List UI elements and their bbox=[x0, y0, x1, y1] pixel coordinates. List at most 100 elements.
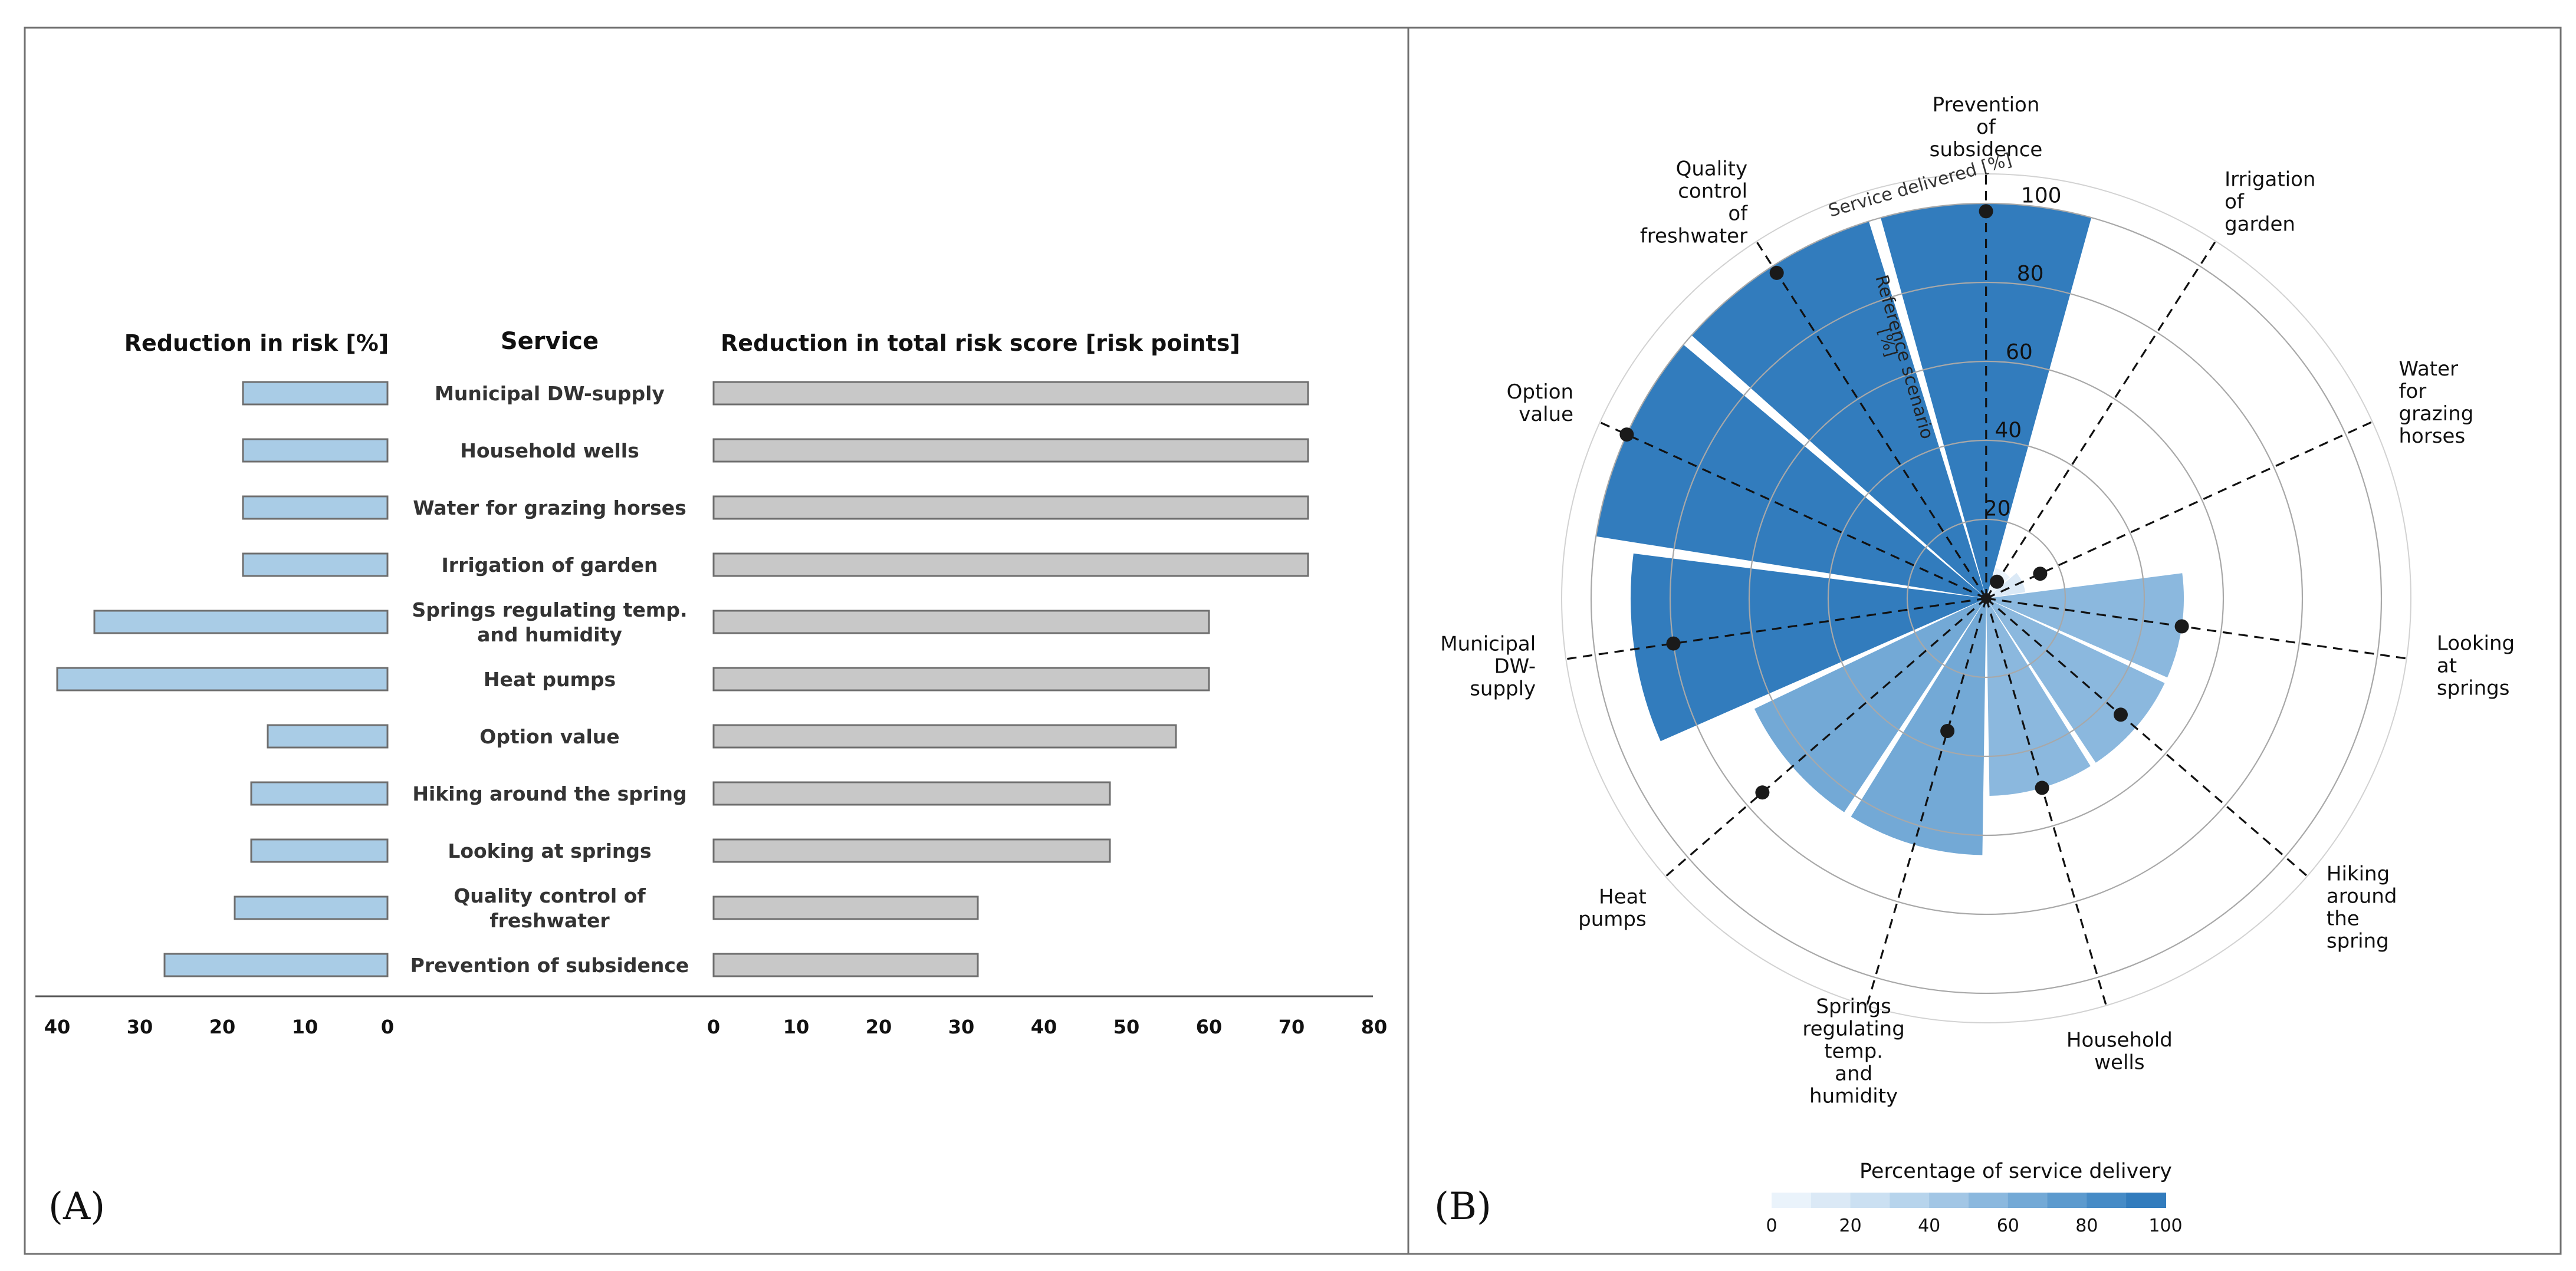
risk-points-bar-household-wells bbox=[712, 438, 1309, 463]
service-label-springs-regulating-temp-and-humidity-1: Springs regulating temp. bbox=[412, 598, 688, 621]
left-tick-0: 0 bbox=[381, 1016, 394, 1038]
category-label-looking-at-springs-3: springs bbox=[2437, 676, 2510, 700]
legend-tick-60: 60 bbox=[1997, 1216, 2019, 1236]
legend-swatch-8 bbox=[2047, 1193, 2088, 1208]
radial-tick-60: 60 bbox=[2006, 340, 2033, 364]
left-axis-ticks: 40 30 20 10 0 bbox=[44, 1016, 394, 1038]
sector-quality-control-of-freshwater bbox=[1691, 221, 1986, 598]
radial-tick-labels: 20 40 60 80 100 bbox=[1984, 184, 2062, 521]
category-label-springs-regulating-temp-and-humidity-5: humidity bbox=[1809, 1085, 1898, 1108]
right-tick-10: 10 bbox=[783, 1016, 810, 1038]
panel-b-frame bbox=[1407, 27, 2562, 1255]
reference-point-looking-at-springs bbox=[2174, 619, 2189, 634]
radial-tick-20: 20 bbox=[1984, 496, 2011, 521]
right-tick-50: 50 bbox=[1113, 1016, 1140, 1038]
reference-point-municipal-dw-supply bbox=[1666, 636, 1681, 651]
category-label-irrigation-of-garden-1: Irrigation bbox=[2225, 168, 2315, 192]
legend-swatch-1 bbox=[1772, 1193, 1812, 1208]
right-tick-80: 80 bbox=[1361, 1016, 1388, 1038]
service-label-heat-pumps: Heat pumps bbox=[484, 668, 616, 691]
category-label-heat-pumps-1: Heat bbox=[1599, 885, 1647, 908]
sector-option-value bbox=[1596, 344, 1986, 598]
grid-circle-80 bbox=[1669, 281, 2304, 916]
reference-point-irrigation-of-garden bbox=[1990, 574, 2005, 589]
category-label-springs-regulating-temp-and-humidity-1: Springs bbox=[1816, 995, 1891, 1019]
service-label-looking-at-springs: Looking at springs bbox=[448, 839, 651, 862]
panel-a-label: (A) bbox=[48, 1185, 105, 1229]
category-label-water-for-grazing-horses-4: horses bbox=[2399, 424, 2466, 448]
reference-point-springs-regulating-temp-and-humidity bbox=[1940, 724, 1955, 738]
risk-pct-bar-hiking-around-the-spring bbox=[250, 781, 389, 806]
risk-pct-bar-prevention-of-subsidence bbox=[163, 953, 389, 977]
category-label-looking-at-springs-1: Looking bbox=[2437, 631, 2515, 655]
spoke-springs-regulating-temp-and-humidity bbox=[1866, 598, 1987, 1006]
reference-point-quality-control-of-freshwater bbox=[1769, 265, 1784, 280]
spoke-household-wells bbox=[1985, 598, 2107, 1006]
reference-point-option-value bbox=[1619, 427, 1634, 442]
reference-scenario-group bbox=[1566, 173, 2407, 1006]
color-legend: 0 20 40 60 80 100 bbox=[1766, 1193, 2183, 1236]
centre-point bbox=[1981, 593, 1992, 604]
risk-points-bar-quality-control-of-freshwater bbox=[712, 895, 979, 920]
service-label-quality-control-of-freshwater-1: Quality control of bbox=[454, 884, 646, 907]
sector-household-wells bbox=[1986, 598, 2091, 796]
grid-circle-60 bbox=[1748, 360, 2225, 837]
left-tick-20: 20 bbox=[209, 1016, 236, 1038]
category-label-hiking-around-the-spring-3: the bbox=[2327, 907, 2360, 931]
legend-tick-0: 0 bbox=[1766, 1216, 1777, 1236]
risk-points-bar-irrigation-of-garden bbox=[712, 552, 1309, 577]
service-label-municipal-dw-supply: Municipal DW-supply bbox=[435, 382, 665, 405]
category-label-water-for-grazing-horses-3: grazing bbox=[2399, 402, 2474, 426]
service-label-option-value: Option value bbox=[479, 725, 619, 748]
legend-swatch-2 bbox=[1811, 1193, 1851, 1208]
service-label-household-wells: Household wells bbox=[460, 439, 639, 462]
legend-swatch-9 bbox=[2087, 1193, 2127, 1208]
outer-circle bbox=[1561, 173, 2411, 1023]
left-tick-10: 10 bbox=[292, 1016, 318, 1038]
category-label-water-for-grazing-horses-1: Water bbox=[2399, 357, 2459, 381]
panel-b-label: (B) bbox=[1434, 1185, 1491, 1229]
risk-points-bar-option-value bbox=[712, 724, 1177, 749]
grid-circle-100 bbox=[1590, 202, 2383, 995]
category-label-household-wells-1: Household bbox=[2066, 1029, 2173, 1052]
risk-points-bar-heat-pumps bbox=[712, 667, 1210, 692]
legend-tick-40: 40 bbox=[1918, 1216, 1940, 1236]
polar-grid-group bbox=[1561, 173, 2411, 1023]
legend-swatch-4 bbox=[1890, 1193, 1930, 1208]
legend-swatch-7 bbox=[2007, 1193, 2048, 1208]
reference-point-heat-pumps bbox=[1755, 785, 1770, 800]
risk-pct-bar-household-wells bbox=[242, 438, 389, 463]
category-label-irrigation-of-garden-2: of bbox=[2225, 190, 2245, 214]
spoke-looking-at-springs bbox=[1986, 597, 2407, 660]
risk-pct-bar-looking-at-springs bbox=[250, 838, 389, 863]
right-tick-20: 20 bbox=[866, 1016, 892, 1038]
legend-tick-20: 20 bbox=[1839, 1216, 1862, 1236]
right-tick-30: 30 bbox=[948, 1016, 975, 1038]
right-tick-0: 0 bbox=[707, 1016, 720, 1038]
service-labels-group: Municipal DW-supply Household wells Water … bbox=[410, 382, 689, 977]
right-tick-70: 70 bbox=[1279, 1016, 1305, 1038]
radial-tick-40: 40 bbox=[1995, 419, 2022, 443]
category-label-quality-control-of-freshwater-4: freshwater bbox=[1640, 224, 1747, 248]
panel-a-chart: Reduction in risk [%] Service Reduction … bbox=[35, 328, 1387, 1229]
category-label-springs-regulating-temp-and-humidity-2: regulating bbox=[1802, 1018, 1904, 1041]
left-tick-30: 30 bbox=[127, 1016, 153, 1038]
sector-springs-regulating-temp-and-humidity bbox=[1851, 598, 1986, 855]
sector-looking-at-springs bbox=[1986, 573, 2184, 678]
legend-swatch-3 bbox=[1850, 1193, 1891, 1208]
risk-pct-bar-water-for-grazing-horses bbox=[242, 495, 389, 520]
risk-pct-bar-irrigation-of-garden bbox=[242, 552, 389, 577]
legend-swatch-10 bbox=[2126, 1193, 2166, 1208]
spoke-heat-pumps bbox=[1665, 597, 1987, 878]
service-label-hiking-around-the-spring: Hiking around the spring bbox=[412, 782, 686, 805]
category-label-municipal-dw-supply-2: DW- bbox=[1494, 654, 1536, 678]
category-labels-group: PreventionofsubsidenceIrrigationofgarden… bbox=[1440, 93, 2515, 1108]
service-label-springs-regulating-temp-and-humidity-2: and humidity bbox=[477, 623, 622, 646]
risk-pct-bar-heat-pumps bbox=[56, 667, 389, 692]
category-label-hiking-around-the-spring-4: spring bbox=[2327, 930, 2389, 953]
category-label-springs-regulating-temp-and-humidity-3: temp. bbox=[1824, 1040, 1883, 1063]
category-label-quality-control-of-freshwater-1: Quality bbox=[1676, 157, 1748, 180]
risk-pct-bar-option-value bbox=[267, 724, 389, 749]
right-bars-group bbox=[712, 381, 1309, 977]
